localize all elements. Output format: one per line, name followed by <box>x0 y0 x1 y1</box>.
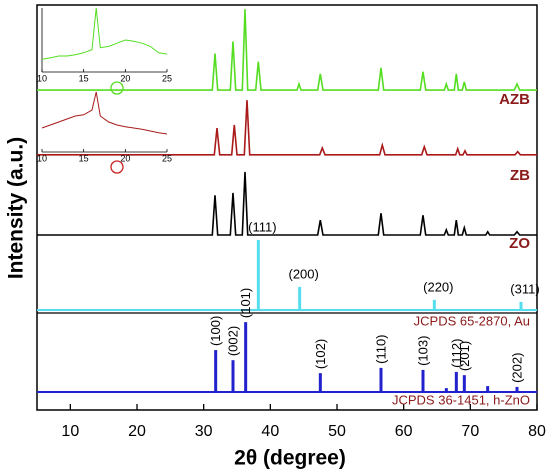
x-tick-label: 70 <box>461 423 479 440</box>
inset-line <box>41 7 168 60</box>
x-tick-label: 10 <box>61 423 79 440</box>
y-axis-label: Intensity (a.u.) <box>5 137 28 279</box>
pattern-line <box>37 9 537 91</box>
series-label: ZB <box>510 167 530 184</box>
x-tick-label: 30 <box>195 423 213 440</box>
peak-label: (100) <box>208 316 223 346</box>
peak-label: (200) <box>288 266 318 281</box>
inset-tick-label: 25 <box>162 73 172 83</box>
peak-label: (111) <box>248 219 276 234</box>
inset-tick-label: 15 <box>79 153 89 163</box>
peak-label: (002) <box>225 326 240 356</box>
peak-label: (202) <box>509 353 524 383</box>
inset-tick-label: 10 <box>37 153 47 163</box>
peak-label: (103) <box>415 336 430 366</box>
inset-marker <box>110 160 124 174</box>
inset-tick-label: 20 <box>120 153 130 163</box>
pattern-line <box>37 100 537 156</box>
series-label: ZO <box>509 235 530 252</box>
inset-marker <box>110 81 124 95</box>
x-tick-label: 60 <box>395 423 413 440</box>
inset-tick-label: 25 <box>162 153 172 163</box>
inset-line <box>41 91 168 135</box>
inset-tick-label: 20 <box>120 73 130 83</box>
x-tick-label: 50 <box>328 423 346 440</box>
inset-tick-label: 10 <box>37 73 47 83</box>
x-tick-label: 20 <box>128 423 146 440</box>
plot-frame <box>36 4 538 411</box>
peak-label: (112) <box>449 339 464 368</box>
peak-label: (110) <box>373 334 388 363</box>
peak-label: (311) <box>510 281 539 296</box>
series-label: JCPDS 65-2870, Au <box>414 313 530 328</box>
x-tick-label: 80 <box>528 423 546 440</box>
series-label: AZB <box>499 91 530 108</box>
pattern-line <box>37 171 537 236</box>
inset-tick-label: 15 <box>79 73 89 83</box>
peak-label: (102) <box>313 339 328 369</box>
peak-label: (101) <box>238 288 253 318</box>
series-label: JCPDS 36-1451, h-ZnO <box>392 392 530 407</box>
peak-label: (201) <box>457 341 472 371</box>
x-axis-label: 2θ (degree) <box>234 447 346 470</box>
peak-label: (220) <box>423 279 453 294</box>
x-tick-label: 40 <box>261 423 279 440</box>
